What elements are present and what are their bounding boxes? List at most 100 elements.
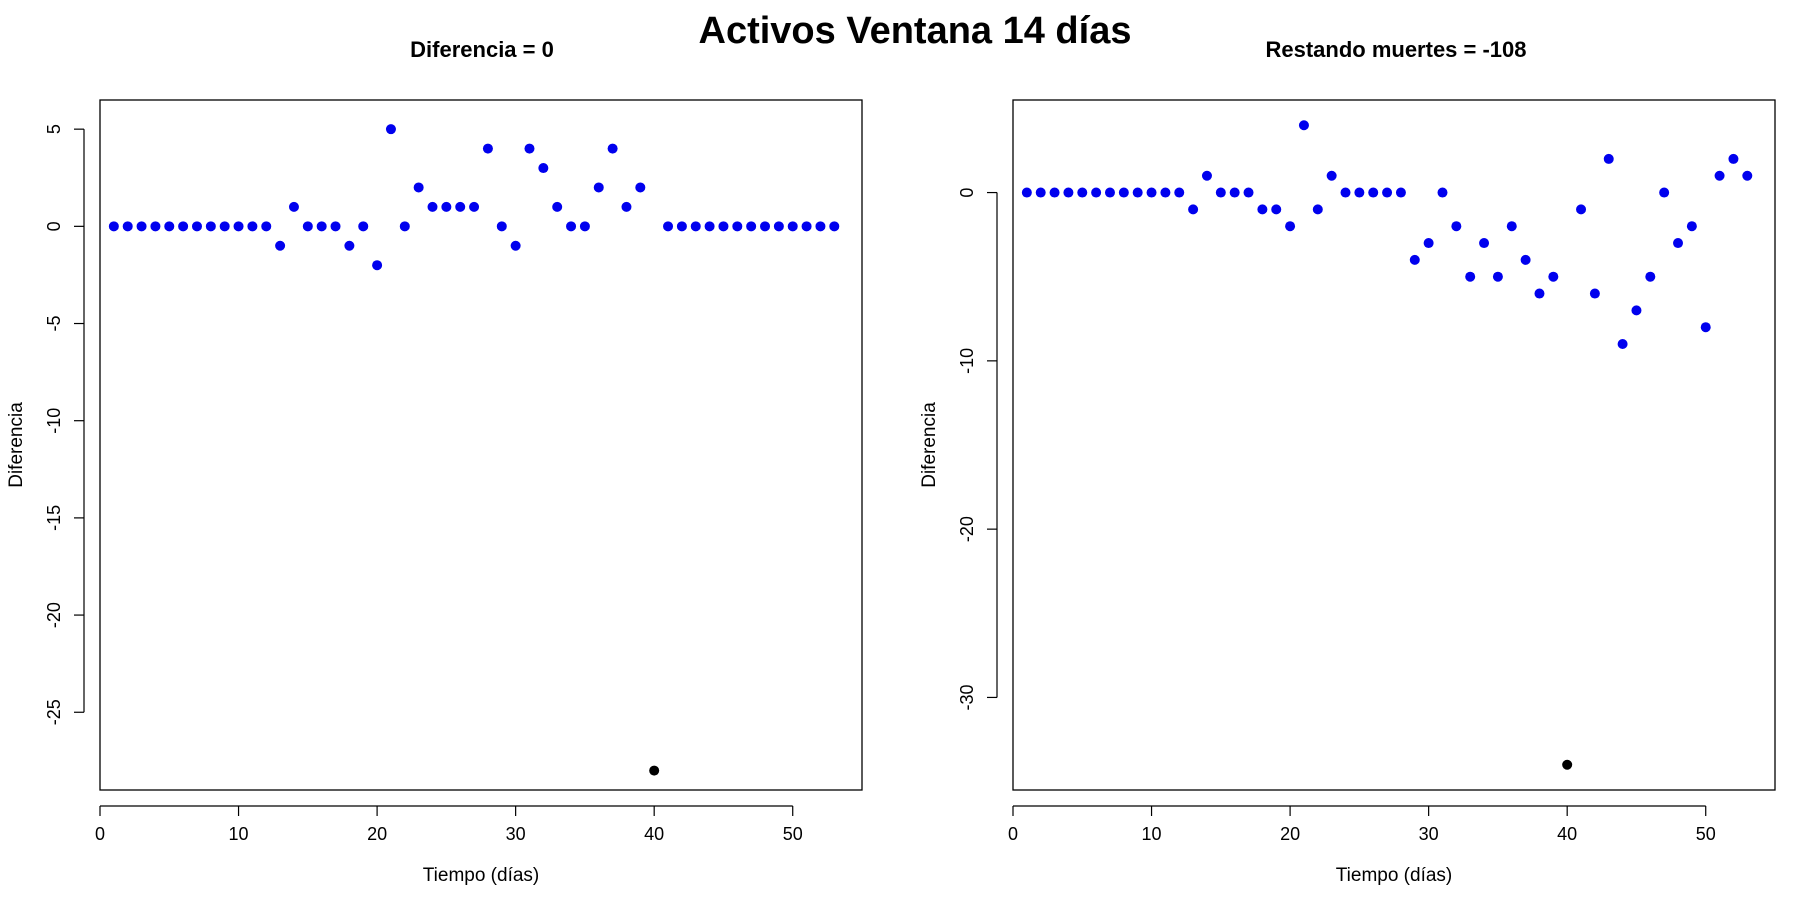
data-point bbox=[1631, 305, 1642, 316]
left-x-axis-label: Tiempo (días) bbox=[423, 865, 540, 886]
data-point bbox=[1548, 271, 1559, 282]
x-tick-label: 10 bbox=[229, 824, 249, 844]
data-point bbox=[1603, 153, 1614, 164]
data-point bbox=[787, 221, 798, 232]
data-point bbox=[1506, 221, 1517, 232]
data-point bbox=[732, 221, 743, 232]
data-point bbox=[1257, 204, 1268, 215]
right-plot-frame bbox=[1012, 99, 1776, 791]
data-point bbox=[1382, 187, 1393, 198]
data-point bbox=[1589, 288, 1600, 299]
data-point bbox=[1326, 170, 1337, 181]
data-point bbox=[1492, 271, 1503, 282]
data-point bbox=[829, 221, 840, 232]
data-point bbox=[663, 221, 674, 232]
data-point bbox=[746, 221, 757, 232]
data-point bbox=[1520, 254, 1531, 265]
data-point bbox=[1285, 221, 1296, 232]
data-point bbox=[1091, 187, 1102, 198]
data-point bbox=[1617, 339, 1628, 350]
data-point bbox=[427, 201, 438, 212]
data-point bbox=[1077, 187, 1088, 198]
data-point bbox=[718, 221, 729, 232]
data-point bbox=[1340, 187, 1351, 198]
left-plot-frame bbox=[99, 99, 863, 791]
data-point bbox=[1215, 187, 1226, 198]
y-tick-label: 0 bbox=[957, 188, 977, 198]
data-point bbox=[815, 221, 826, 232]
data-point bbox=[1174, 187, 1185, 198]
data-point bbox=[413, 182, 424, 193]
x-tick-label: 0 bbox=[95, 824, 105, 844]
data-point bbox=[1104, 187, 1115, 198]
data-point bbox=[566, 221, 577, 232]
data-point bbox=[1229, 187, 1240, 198]
data-point bbox=[1201, 170, 1212, 181]
y-tick-label: -20 bbox=[957, 516, 977, 542]
right-y-axis-label: Diferencia bbox=[919, 402, 940, 488]
left-y-axis: 5 0 -5 -10 -15 -20 -25 bbox=[44, 124, 85, 725]
data-point bbox=[1479, 238, 1490, 249]
data-point bbox=[1132, 187, 1143, 198]
data-point bbox=[399, 221, 410, 232]
data-point bbox=[621, 201, 632, 212]
data-point bbox=[122, 221, 133, 232]
data-point bbox=[108, 221, 119, 232]
data-point bbox=[1659, 187, 1670, 198]
y-tick-label: -25 bbox=[44, 699, 64, 725]
data-point bbox=[1437, 187, 1448, 198]
data-point bbox=[455, 201, 466, 212]
data-point bbox=[510, 240, 521, 251]
y-tick-label: 0 bbox=[44, 221, 64, 231]
data-point bbox=[1395, 187, 1406, 198]
data-point bbox=[469, 201, 480, 212]
x-tick-label: 50 bbox=[1696, 824, 1716, 844]
data-point bbox=[1465, 271, 1476, 282]
data-point bbox=[1146, 187, 1157, 198]
data-point bbox=[302, 221, 313, 232]
data-point bbox=[538, 163, 549, 174]
data-point bbox=[1534, 288, 1545, 299]
data-point bbox=[579, 221, 590, 232]
data-point bbox=[1576, 204, 1587, 215]
data-point bbox=[1243, 187, 1254, 198]
y-tick-label: -20 bbox=[44, 602, 64, 628]
data-point bbox=[1063, 187, 1074, 198]
x-tick-label: 10 bbox=[1142, 824, 1162, 844]
data-point bbox=[136, 221, 147, 232]
data-point bbox=[1188, 204, 1199, 215]
data-point bbox=[219, 221, 230, 232]
data-point bbox=[1035, 187, 1046, 198]
data-point bbox=[1673, 238, 1684, 249]
data-point bbox=[1409, 254, 1420, 265]
x-tick-label: 20 bbox=[1280, 824, 1300, 844]
data-point bbox=[593, 182, 604, 193]
y-tick-label: -5 bbox=[44, 316, 64, 332]
data-point bbox=[261, 221, 272, 232]
data-point bbox=[1049, 187, 1060, 198]
data-point bbox=[1271, 204, 1282, 215]
data-point bbox=[1451, 221, 1462, 232]
right-data-points bbox=[1021, 120, 1753, 770]
data-point bbox=[191, 221, 202, 232]
data-point bbox=[1354, 187, 1365, 198]
left-data-points bbox=[108, 124, 840, 776]
right-x-axis-label: Tiempo (días) bbox=[1336, 865, 1453, 886]
data-point bbox=[552, 201, 563, 212]
x-tick-label: 0 bbox=[1008, 824, 1018, 844]
data-point bbox=[690, 221, 701, 232]
data-point bbox=[1700, 322, 1711, 333]
data-point bbox=[1686, 221, 1697, 232]
data-point bbox=[773, 221, 784, 232]
data-point bbox=[1714, 170, 1725, 181]
data-point bbox=[1645, 271, 1656, 282]
right-y-axis: 0 -10 -20 -30 bbox=[957, 188, 998, 710]
data-point bbox=[1298, 120, 1309, 131]
x-tick-label: 50 bbox=[783, 824, 803, 844]
data-point bbox=[441, 201, 452, 212]
figure-title: Activos Ventana 14 días bbox=[699, 10, 1132, 52]
data-point bbox=[275, 240, 286, 251]
data-point bbox=[316, 221, 327, 232]
highlight-point bbox=[649, 765, 660, 776]
